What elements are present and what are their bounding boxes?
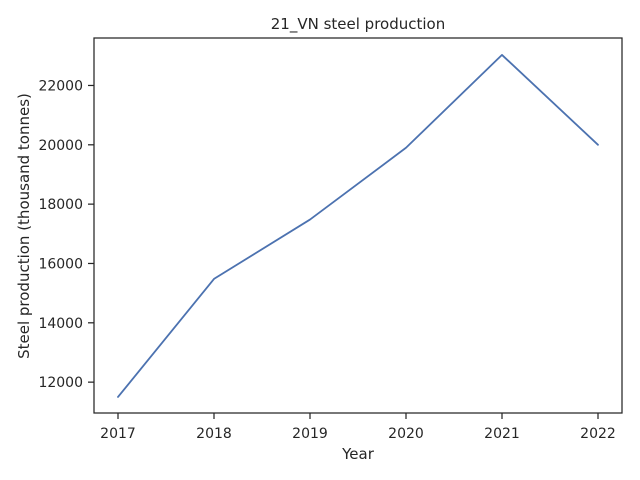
chart-title: 21_VN steel production xyxy=(271,15,445,34)
x-tick-label: 2017 xyxy=(100,426,136,442)
series-group xyxy=(117,54,599,398)
plot-frame xyxy=(93,37,623,414)
y-tick-label: 16000 xyxy=(38,256,83,272)
y-tick-label: 12000 xyxy=(38,375,83,391)
x-tick-label: 2022 xyxy=(580,426,616,442)
x-tick-label: 2020 xyxy=(388,426,424,442)
x-axis-label: Year xyxy=(341,445,375,463)
x-axis-ticks: 2017 2018 2019 2020 2021 2022 xyxy=(100,413,616,442)
y-tick-label: 22000 xyxy=(38,78,83,94)
y-tick-label: 14000 xyxy=(38,316,83,332)
y-tick-label: 20000 xyxy=(38,138,83,154)
x-tick-label: 2021 xyxy=(484,426,520,442)
y-axis-ticks: 12000 14000 16000 18000 20000 22000 xyxy=(38,78,94,391)
y-tick-label: 18000 xyxy=(38,197,83,213)
x-tick-label: 2018 xyxy=(196,426,232,442)
x-tick-label: 2019 xyxy=(292,426,328,442)
y-axis-label: Steel production (thousand tonnes) xyxy=(15,93,33,359)
series-line-0 xyxy=(117,54,599,398)
